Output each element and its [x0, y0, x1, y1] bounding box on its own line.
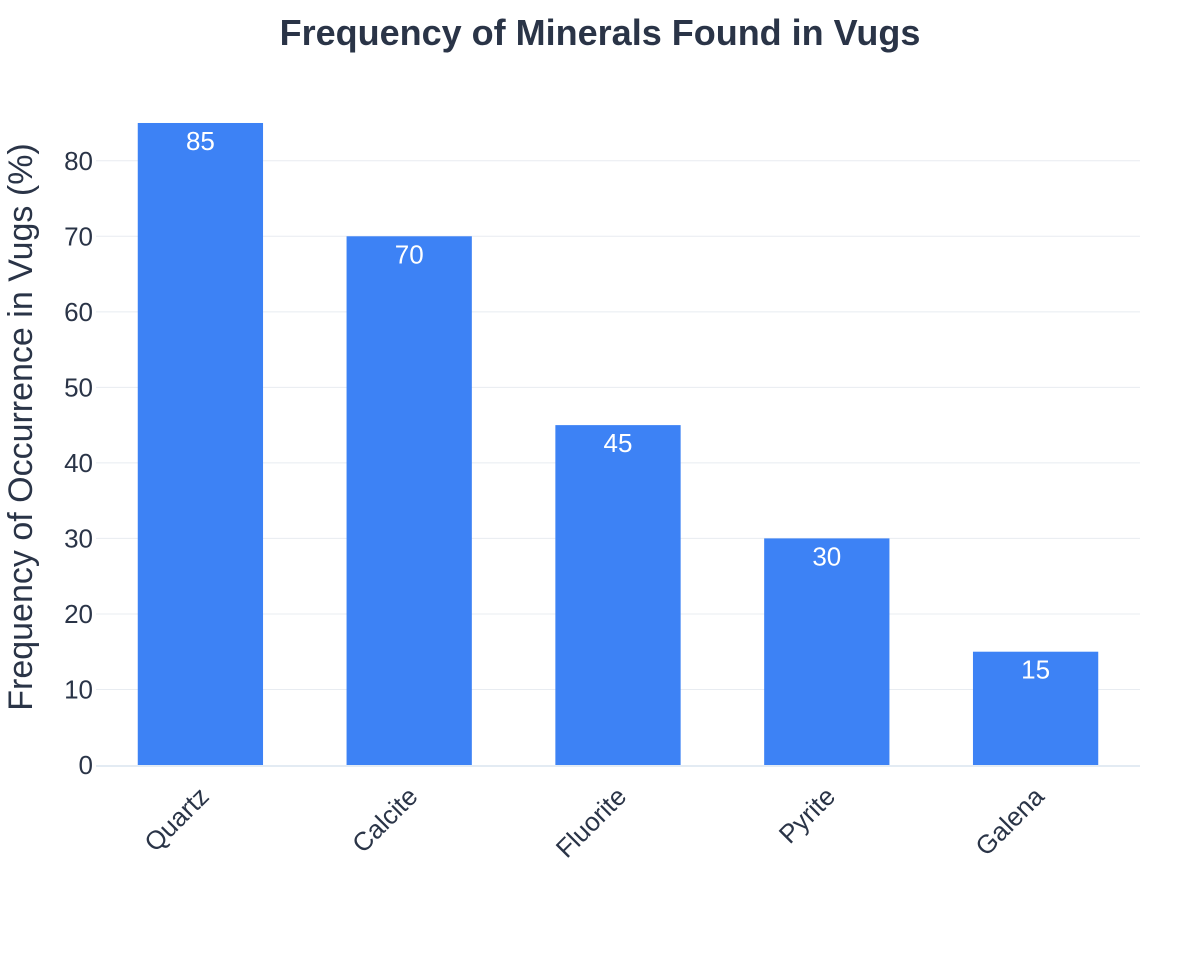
y-tick-label: 0 [79, 750, 93, 780]
y-tick-label: 30 [64, 523, 93, 553]
bar-value-label: 45 [604, 428, 633, 458]
y-axis-label: Frequency of Occurrence in Vugs (%) [2, 143, 40, 711]
bar-quartz[interactable] [137, 122, 264, 765]
chart-title: Frequency of Minerals Found in Vugs [280, 12, 921, 53]
bar-fluorite[interactable] [555, 425, 681, 765]
y-tick-label: 50 [64, 372, 93, 402]
bar-value-label: 15 [1021, 655, 1050, 685]
y-tick-label: 70 [64, 221, 93, 251]
x-tick-label: Pyrite [773, 781, 841, 849]
bar-value-label: 70 [395, 239, 424, 269]
x-axis-ticks: Quartz Calcite Fluorite Pyrite Galena [138, 781, 1050, 864]
x-tick-label: Galena [969, 781, 1050, 862]
bars [137, 122, 1099, 765]
bar-value-label: 30 [812, 541, 841, 571]
y-axis-ticks: 0 10 20 30 40 50 60 70 80 [64, 146, 93, 780]
y-tick-label: 40 [64, 448, 93, 478]
y-tick-label: 20 [64, 599, 93, 629]
y-tick-label: 10 [64, 674, 93, 704]
x-tick-label: Quartz [138, 781, 214, 857]
y-tick-label: 80 [64, 146, 93, 176]
bar-value-label: 85 [186, 126, 215, 156]
bar-calcite[interactable] [346, 236, 472, 765]
bar-galena[interactable] [972, 651, 1099, 765]
y-tick-label: 60 [64, 297, 93, 327]
x-tick-label: Fluorite [550, 781, 633, 864]
bar-data-labels: 85 70 45 30 15 [186, 126, 1050, 685]
bar-pyrite[interactable] [764, 538, 890, 765]
x-tick-label: Calcite [346, 781, 423, 858]
